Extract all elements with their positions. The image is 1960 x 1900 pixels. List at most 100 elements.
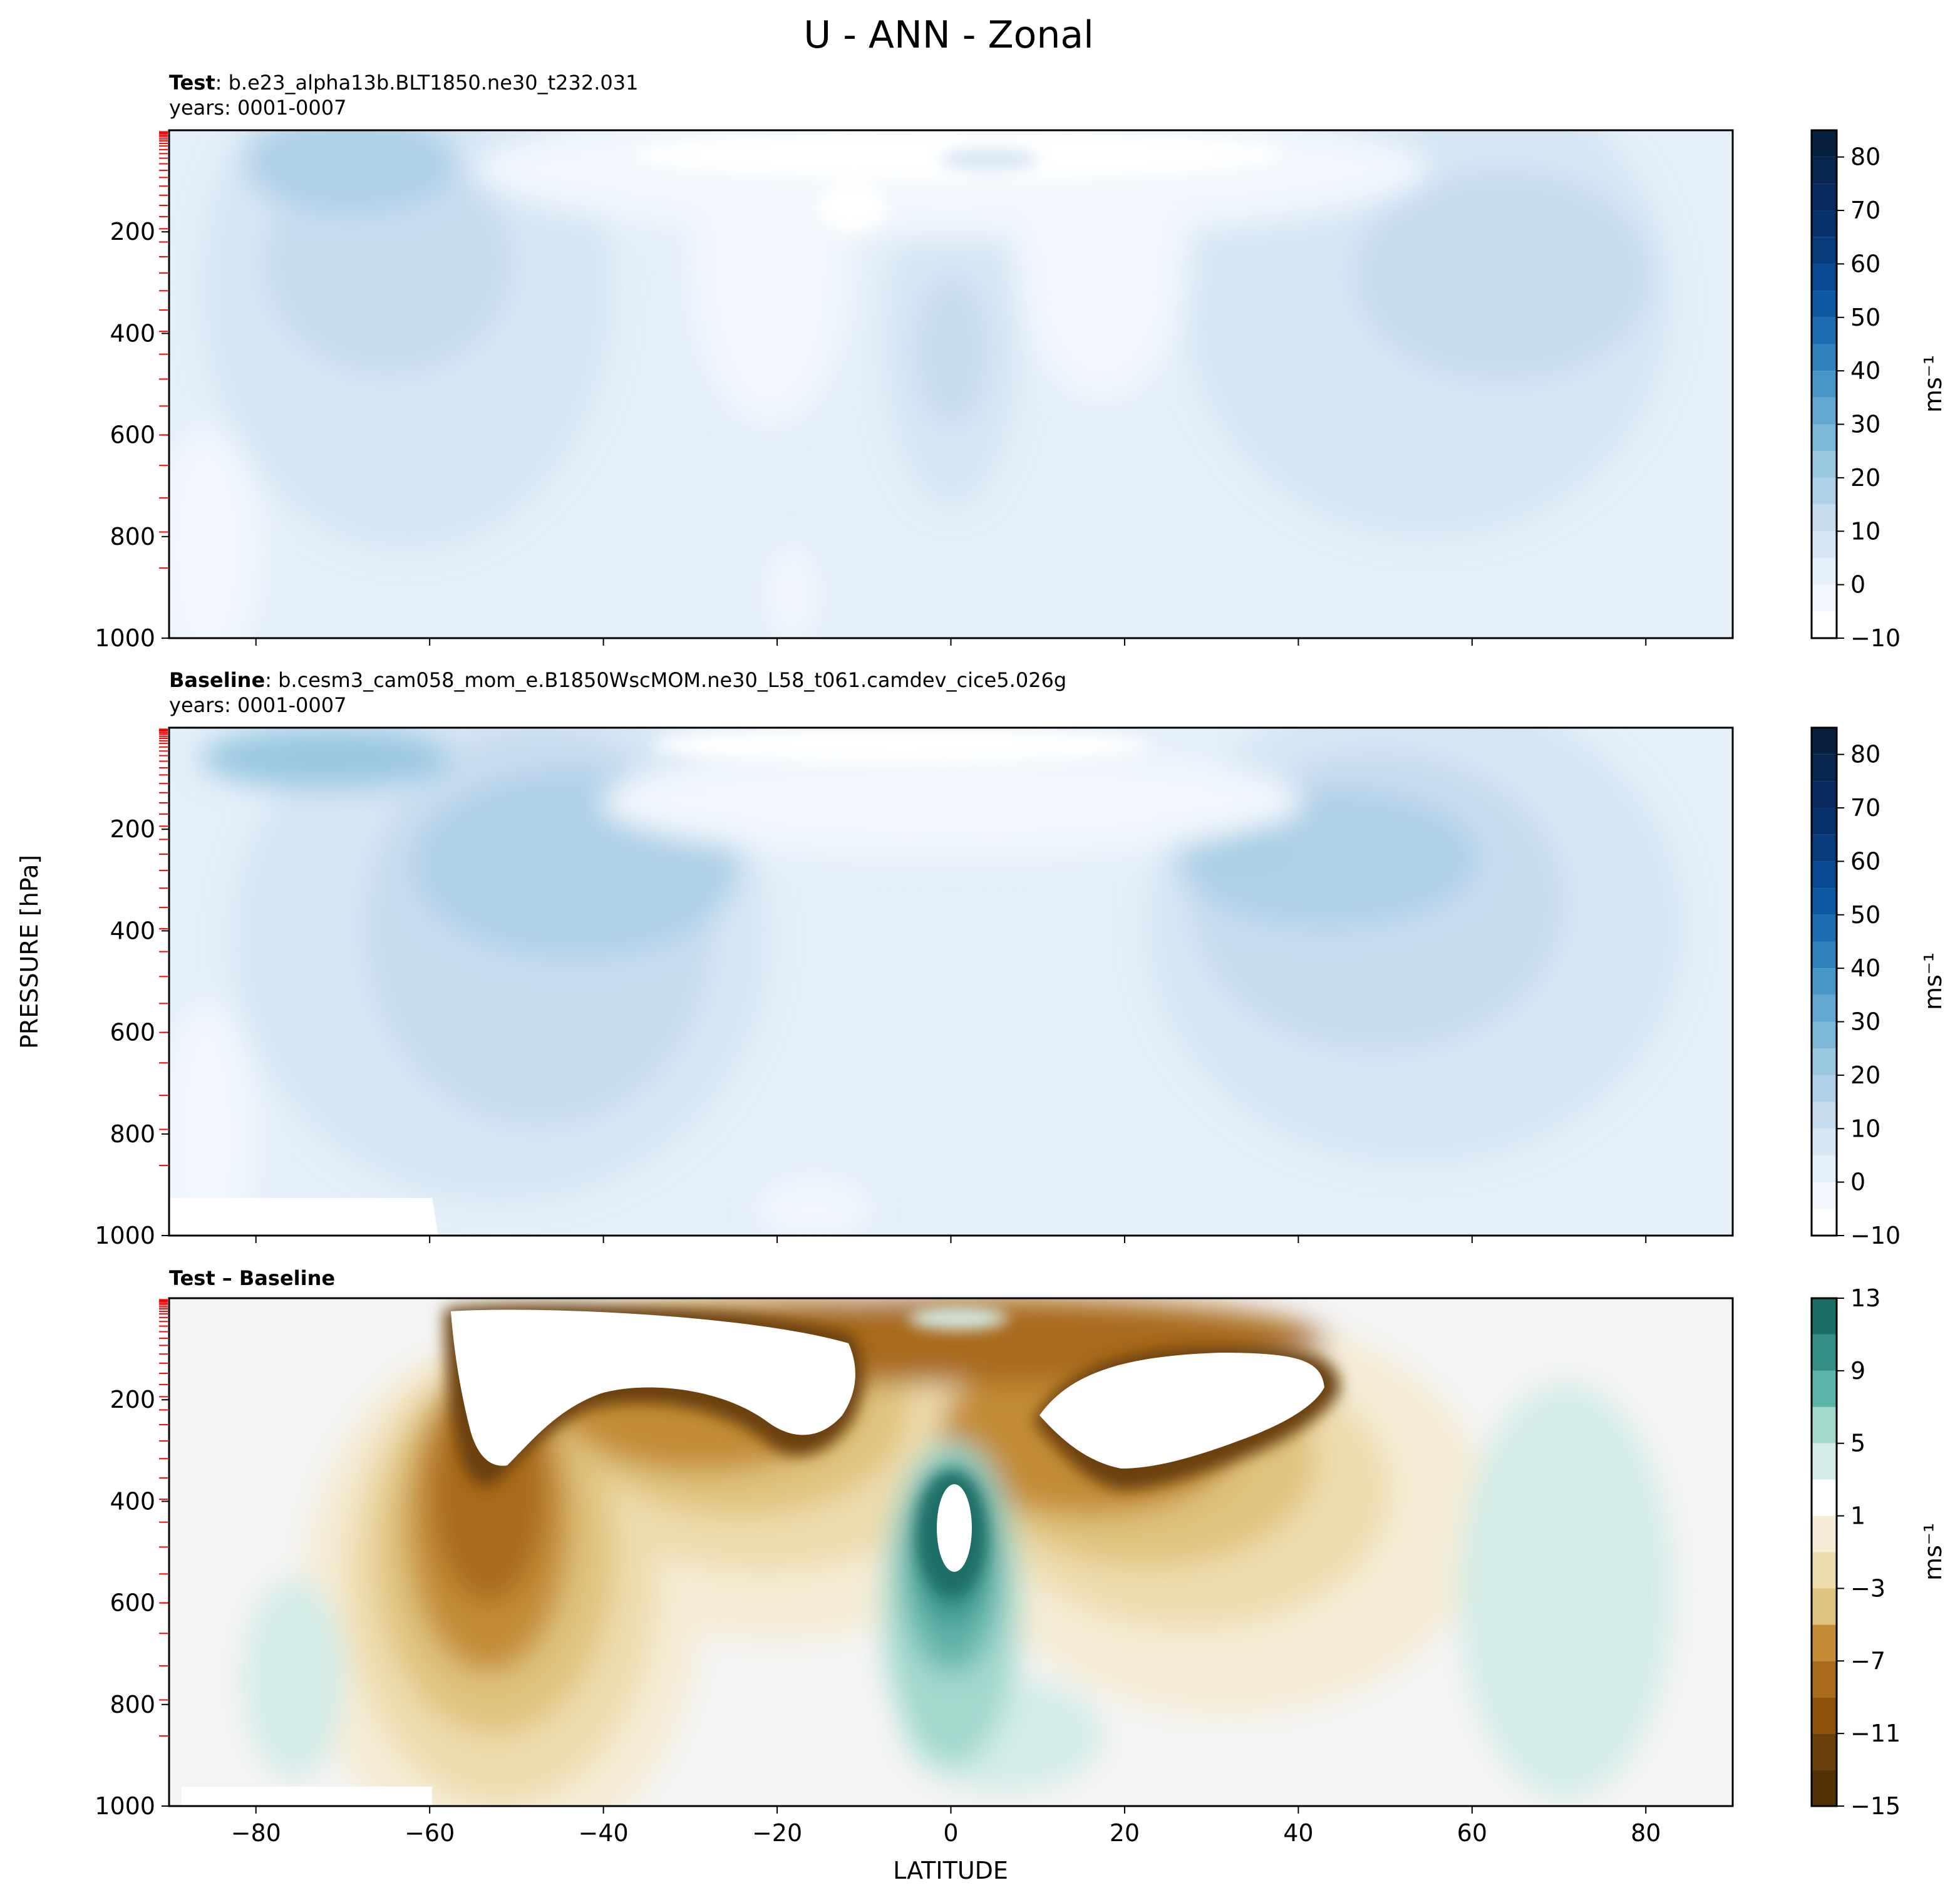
colorbar-segment [1812, 344, 1837, 371]
baseline-label-bold: Baseline [169, 668, 265, 692]
panel-test: Test: b.e23_alpha13b.BLT1850.ne30_t232.0… [95, 71, 1947, 652]
baseline-field [169, 728, 1733, 1236]
baseline-years: years: 0001-0007 [169, 693, 346, 717]
colorbar-segment [1812, 264, 1837, 291]
colorbar-tick-label: 40 [1850, 357, 1880, 385]
x-tick-label: 40 [1283, 1819, 1313, 1847]
test-label-text: : b.e23_alpha13b.BLT1850.ne30_t232.031 [215, 71, 639, 95]
colorbar-segment [1812, 1182, 1837, 1209]
colorbar-tick-label: −11 [1850, 1720, 1901, 1747]
colorbar-tick-label: 60 [1850, 847, 1880, 875]
colorbar-segment [1812, 1102, 1837, 1129]
colorbar-tick-label: 20 [1850, 464, 1880, 492]
colorbar-tick-label: 9 [1850, 1357, 1865, 1385]
colorbar-segment [1812, 317, 1837, 344]
colorbar-tick-label: 1 [1850, 1502, 1865, 1530]
colorbar-tick-label: −7 [1850, 1647, 1885, 1675]
colorbar-tick-label: 30 [1850, 411, 1880, 438]
test-colorbar: −10 0 10 20 30 40 50 60 70 80 [1810, 129, 1901, 652]
colorbar-segment [1812, 1552, 1837, 1589]
colorbar-segment [1812, 451, 1837, 478]
colorbar-segment [1812, 183, 1837, 211]
y-tick-label: 400 [110, 917, 155, 944]
colorbar-segment [1812, 424, 1837, 452]
colorbar-segment [1812, 994, 1837, 1022]
y-tick-label: 600 [110, 1589, 155, 1617]
colorbar-segment [1812, 1407, 1837, 1443]
colorbar-tick-label: 80 [1850, 741, 1880, 768]
y-tick-label: 800 [110, 1120, 155, 1148]
colorbar-segment [1812, 291, 1837, 318]
colorbar-segment [1812, 1075, 1837, 1102]
colorbar-segment [1812, 157, 1837, 184]
test-label-bold: Test [169, 71, 215, 95]
y-tick-label: 400 [110, 319, 155, 347]
colorbar-tick-label: −3 [1850, 1574, 1885, 1602]
colorbar-segment [1812, 611, 1837, 638]
colorbar-segment [1812, 781, 1837, 808]
x-tick-label: −80 [231, 1819, 281, 1847]
colorbar-frame [1810, 1297, 1838, 1807]
difference-y-ticks: 200 400 600 800 1000 [95, 1386, 169, 1820]
colorbar-segment [1812, 1588, 1837, 1625]
colorbar-tick-label: −15 [1850, 1792, 1901, 1820]
colorbar-segment [1812, 584, 1837, 612]
x-tick-label: 0 [943, 1819, 958, 1847]
colorbar-segment [1812, 968, 1837, 995]
baseline-y-ticks: 200 400 600 800 1000 [95, 815, 169, 1249]
colorbar-segment [1812, 1334, 1837, 1371]
difference-level-ticks [159, 1299, 168, 1737]
figure-title: U - ANN - Zonal [803, 13, 1094, 57]
colorbar-segment [1812, 1624, 1837, 1661]
x-tick-label: −60 [405, 1819, 455, 1847]
test-colorbar-label: ms⁻¹ [1919, 355, 1947, 413]
colorbar-tick-label: −10 [1850, 1222, 1901, 1249]
colorbar-segment [1812, 1770, 1837, 1806]
y-tick-label: 600 [110, 1019, 155, 1046]
difference-field [169, 1298, 1733, 1806]
colorbar-tick-label: 70 [1850, 794, 1880, 822]
y-tick-label: 800 [110, 523, 155, 550]
colorbar-segment [1812, 1733, 1837, 1770]
y-tick-label: 200 [110, 1386, 155, 1413]
colorbar-tick-label: 0 [1850, 1169, 1865, 1196]
test-field [169, 130, 1733, 638]
colorbar-segment [1812, 531, 1837, 558]
colorbar-tick-label: 30 [1850, 1008, 1880, 1036]
colorbar-segment [1812, 1661, 1837, 1698]
baseline-level-ticks [159, 728, 168, 1167]
colorbar-segment [1812, 754, 1837, 782]
x-axis-label: LATITUDE [893, 1857, 1008, 1884]
colorbar-frame [1810, 129, 1838, 639]
colorbar-segment [1812, 1209, 1837, 1236]
colorbar-segment [1812, 1021, 1837, 1049]
difference-label: Test – Baseline [169, 1266, 335, 1290]
test-level-ticks [159, 131, 168, 569]
colorbar-segment [1812, 397, 1837, 425]
colorbar-segment [1812, 808, 1837, 835]
panel-difference: Test – Baseline [95, 1266, 1947, 1847]
colorbar-segment [1812, 834, 1837, 862]
colorbar-tick-label: −10 [1850, 624, 1901, 652]
difference-x-ticks: −80 −60 −40 −20 0 20 40 60 80 [231, 1806, 1661, 1847]
colorbar-segment [1812, 477, 1837, 505]
x-tick-label: −20 [752, 1819, 802, 1847]
difference-colorbar-label: ms⁻¹ [1919, 1523, 1947, 1581]
colorbar-segment [1812, 1515, 1837, 1552]
x-tick-label: −40 [579, 1819, 629, 1847]
y-tick-label: 800 [110, 1691, 155, 1718]
colorbar-segment [1812, 914, 1837, 942]
colorbar-tick-label: 70 [1850, 197, 1880, 224]
colorbar-tick-label: 10 [1850, 517, 1880, 545]
y-axis-label: PRESSURE [hPa] [16, 855, 43, 1049]
colorbar-tick-label: 80 [1850, 143, 1880, 171]
colorbar-segment [1812, 1479, 1837, 1516]
colorbar-segment [1812, 1697, 1837, 1734]
baseline-colorbar-label: ms⁻¹ [1919, 953, 1947, 1010]
x-tick-label: 80 [1631, 1819, 1661, 1847]
y-tick-label: 1000 [95, 1222, 155, 1249]
difference-colorbar: −15 −11 −7 −3 1 5 9 13 [1810, 1284, 1901, 1820]
colorbar-tick-label: 50 [1850, 901, 1880, 929]
baseline-colorbar: −10 0 10 20 30 40 50 60 70 80 [1810, 726, 1901, 1249]
